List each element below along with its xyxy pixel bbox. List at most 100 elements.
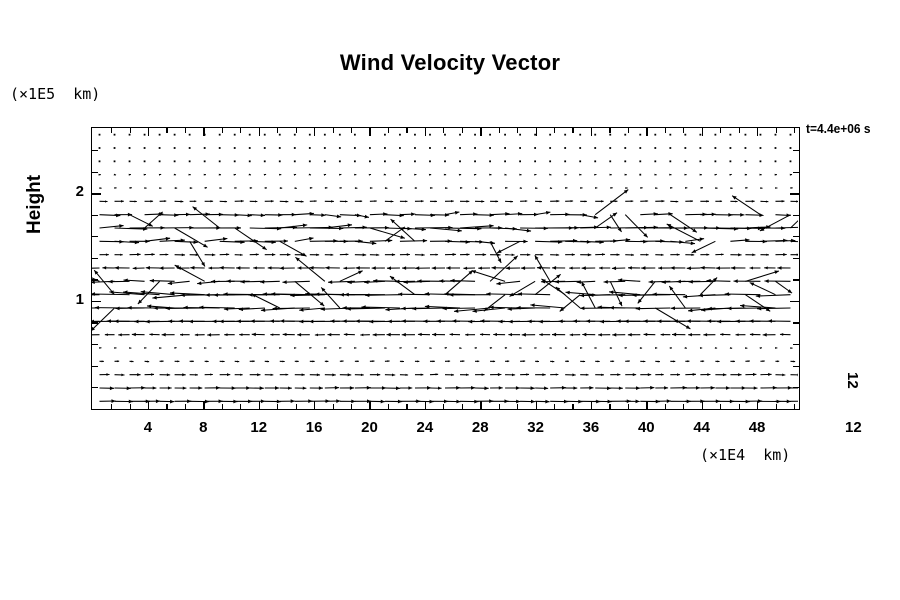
vector-arrow [417,332,430,337]
vector-arrow [700,385,715,390]
vector-arrow [580,200,587,203]
vector-arrow [324,186,328,189]
vector-dot [263,160,266,163]
vector-dot [98,160,101,163]
vector-arrow [505,399,521,404]
vector-arrow [384,386,401,391]
stray-label-rotated: 12 [844,372,861,389]
vector-arrow [102,266,115,270]
vector-dot [414,133,416,136]
vector-arrow [174,347,177,349]
vector-arrow [249,373,261,377]
tick-mark [351,128,353,133]
vector-arrow [108,279,130,284]
vector-arrow [99,187,102,189]
vector-dot [609,133,612,136]
tick-mark [793,171,799,173]
vector-arrow [760,372,772,377]
vector-arrow [309,253,320,257]
vector-arrow [279,240,307,257]
vector-arrow [686,266,701,271]
tick-mark [775,404,777,409]
x-tick-label: 16 [305,419,323,436]
tick-mark [92,279,98,281]
vector-arrow [431,266,446,270]
vector-arrow [535,200,542,203]
vector-arrow [384,213,404,218]
vector-arrow [429,187,433,189]
vector-arrow [610,360,615,363]
vector-arrow [610,373,621,377]
vector-arrow [576,280,596,284]
vector-arrow [144,360,150,363]
vector-arrow [174,360,180,363]
vector-arrow [775,280,793,294]
vector-dot [714,147,717,149]
vector-dot [429,160,431,163]
vector-arrow [169,291,205,296]
vector-dot [519,147,522,149]
vector-arrow [429,373,439,376]
vector-arrow [226,279,250,284]
vector-dot [774,147,777,149]
vector-arrow [439,279,461,283]
vector-arrow [775,399,791,404]
vector-arrow [174,227,208,248]
vector-dot [609,160,612,163]
vector-arrow [354,385,372,390]
vector-arrow [219,253,230,256]
tick-mark [683,128,685,133]
tick-mark [387,128,390,133]
tick-mark [627,128,630,133]
tick-mark [683,404,685,409]
vector-arrow [128,173,131,176]
vector-dot [384,160,386,163]
vector-arrow [249,253,259,256]
tick-mark [517,404,519,409]
tick-mark [424,128,427,133]
vector-dot [609,147,612,149]
tick-mark [369,128,371,133]
vector-dot [278,160,281,163]
vector-arrow [611,266,626,271]
tick-mark [793,214,799,216]
vector-arrow [627,333,641,337]
vector-dot [579,147,582,149]
vector-arrow [145,265,160,270]
vector-arrow [580,386,594,390]
vector-arrow [219,187,222,189]
vector-arrow [309,186,313,189]
vector-dot [414,147,416,149]
vector-arrow [238,307,265,312]
vector-arrow [775,199,785,203]
vector-arrow [745,347,748,349]
vector-arrow [595,200,604,203]
vector-arrow [549,346,552,349]
vector-dot [98,133,101,136]
vector-arrow [685,386,701,390]
vector-arrow [610,200,618,203]
vector-arrow [324,253,334,256]
vector-arrow [174,399,192,404]
vector-dot [669,147,672,149]
vector-arrow [346,306,385,311]
vector-arrow [475,253,487,257]
vector-arrow [369,227,406,239]
vector-arrow [297,332,310,337]
vector-arrow [609,305,641,310]
vector-arrow [429,227,462,233]
vector-arrow [609,214,622,233]
vector-dot [128,147,131,149]
vector-arrow [617,278,641,282]
vector-dot [218,147,221,149]
vector-arrow [749,266,761,270]
vector-arrow [114,386,131,391]
vector-arrow [460,212,478,217]
vector-arrow [594,212,618,229]
vector-arrow [189,386,203,390]
vector-arrow [534,273,561,296]
vector-dot [293,133,296,136]
tick-mark [314,128,316,133]
vector-arrow [478,266,491,270]
vector-arrow [104,333,115,337]
